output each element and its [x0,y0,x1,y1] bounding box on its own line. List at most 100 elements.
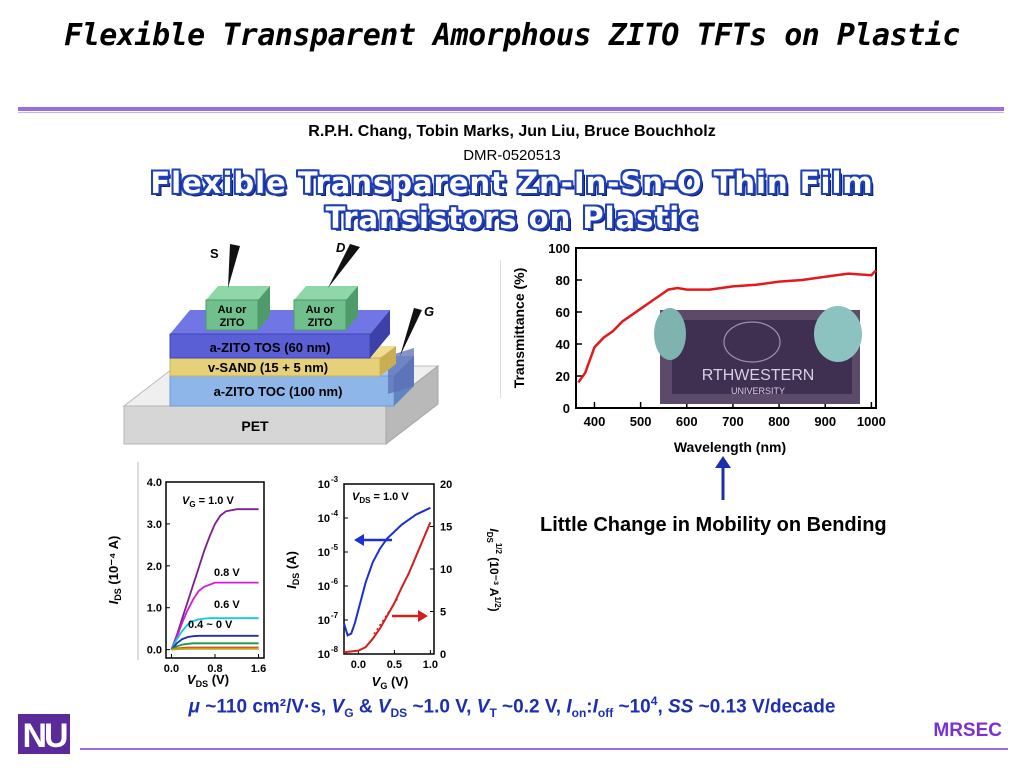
y-tick-exponent: -4 [331,509,339,518]
x-tick-label: 900 [814,414,836,429]
source-contact-side [258,286,270,330]
y-tick-label: 0 [563,401,570,416]
authors: R.P.H. Chang, Tobin Marks, Jun Liu, Bruc… [308,123,716,140]
y-tick-label: 10 [318,479,330,491]
drain-contact-front [293,299,347,331]
drain-probe-icon [328,244,360,288]
y-tick-exponent: -6 [331,577,339,586]
drain-contact-side [346,286,358,330]
y-tick-label: 10 [318,649,330,661]
x-tick-label: 0.0 [164,663,179,675]
source-contact-top [206,286,270,300]
subtitle-line-1: Flexible Transparent Zn-In-Sn-O Thin Fil… [150,166,874,200]
title-divider-shadow [18,112,1004,113]
x-tick-label: 1.6 [251,663,266,675]
y-tick-label: 80 [556,273,570,288]
y-tick-label: 60 [556,305,570,320]
left-arrow-icon [354,534,392,546]
y2-tick-label: 20 [440,479,452,491]
sand-label: v-SAND (15 + 5 nm) [208,360,328,375]
y-tick-label: 0.0 [147,645,162,657]
y-tick-label: 3.0 [147,519,162,531]
photo-text-1: RTHWESTERN [702,367,815,384]
transfer-characteristics-chart: 0.0 0.5 1.010-810-710-610-510-410 -30510152… [284,475,503,691]
x-tick-label: 600 [676,414,698,429]
output-curve [170,642,259,651]
transfer-ylabel: IDS (A) [284,551,301,589]
source-contact-front [205,299,259,331]
transmittance-curve [577,269,877,384]
y-tick-label: 2.0 [147,561,162,573]
transfer-fit-line [373,597,399,635]
sample-photo-inset: RTHWESTERN UNIVERSITY [654,306,862,404]
photo-left-glove [654,308,686,360]
x-tick-label: 700 [722,414,744,429]
x-tick-label: 0.5 [387,659,402,671]
pet-side-face [385,364,439,446]
output-characteristics-chart: 0.0 0.8 1.6 0.0 1.0 2.0 3.0 4.0 VG = 1.0 V 0.8 … [106,462,266,689]
photo-text-2: UNIVERSITY [731,386,785,396]
drain-probe-label: D [336,240,346,255]
y-tick-exponent: -3 [331,475,339,484]
output-curve [171,647,259,651]
y-tick-label: 10 [318,547,330,559]
source-contact-label-1: Au or [218,304,247,316]
grant-number: DMR-0520513 [463,147,561,164]
title-divider [18,107,1004,111]
x-tick-label: 1.0 [423,659,438,671]
source-contact-label-2: ZITO [220,317,245,329]
transfer-y2label: IDS1/2 (10⁻³ A1/2) [485,528,503,611]
transmittance-xlabel: Wavelength (nm) [674,439,786,455]
drain-contact-label-2: ZITO [308,317,333,329]
subtitle-line-2: Transistors on Plastic [325,201,699,235]
x-tick-label: 0.8 [207,663,222,675]
slide-title: Flexible Transparent Amorphous ZITO TFTs… [64,18,960,53]
y2-tick-label: 0 [440,649,446,661]
output-vg-annotation: VG = 1.0 V [182,495,234,509]
y-tick-exponent: -7 [331,611,339,620]
output-curve-label-3: 0.4 ~ 0 V [188,619,233,631]
output-curve [170,617,259,651]
footer-divider [80,748,1008,750]
transfer-sqrt-curve [343,521,432,654]
y-tick-label: 40 [556,337,570,352]
tft-device-diagram: PET a-ZITO TOC (100 nm) v-SAND (15 + 5 n… [122,240,440,446]
gate-probe-icon [400,308,422,356]
y2-tick-label: 5 [440,607,446,619]
mrsec-label: MRSEC [933,720,1002,741]
output-xlabel: VDS (V) [187,672,229,689]
y-tick-label: 10 [318,581,330,593]
source-probe-label: S [210,246,219,261]
transmittance-ylabel: Transmittance (%) [511,268,527,389]
source-probe-icon [228,244,240,288]
device-metrics: μ ~110 cm²/V·s, VG & VDS ~1.0 V, VT ~0.2… [188,694,836,721]
gate-probe-label: G [424,304,434,319]
transfer-vds-annotation: VDS = 1.0 V [352,491,409,505]
transfer-log-curve [343,506,431,637]
up-arrow-icon [715,456,731,500]
transfer-xlabel: VG (V) [372,674,409,691]
northwestern-logo: NU [18,714,70,754]
x-tick-label: 1000 [857,414,886,429]
drain-contact-top [294,286,358,300]
y-tick-label: 100 [548,241,570,256]
y-tick-label: 4.0 [147,477,162,489]
y2-tick-label: 15 [440,522,452,534]
output-curve [170,508,259,650]
bending-note: Little Change in Mobility on Bending [540,514,887,536]
tos-front-face [169,333,371,359]
y-tick-exponent: -5 [331,543,339,552]
tos-label: a-ZITO TOS (60 nm) [210,340,331,355]
photo-right-glove [814,306,862,362]
drain-contact-label-1: Au or [306,304,335,316]
x-tick-label: 800 [768,414,790,429]
output-curve-label-2: 0.6 V [214,599,240,611]
pet-label: PET [241,418,269,434]
svg-text:NU: NU [22,717,67,754]
transfer-plot-frame [343,483,435,655]
y-tick-label: 10 [318,513,330,525]
output-ylabel: IDS (10⁻⁴ A) [106,536,123,605]
y-tick-label: 1.0 [147,603,162,615]
transmittance-chart: 400 500 600 700 800 900 1000 0 20 40 60 80 100 RTHWE… [500,241,886,455]
sand-side-face [380,346,396,376]
